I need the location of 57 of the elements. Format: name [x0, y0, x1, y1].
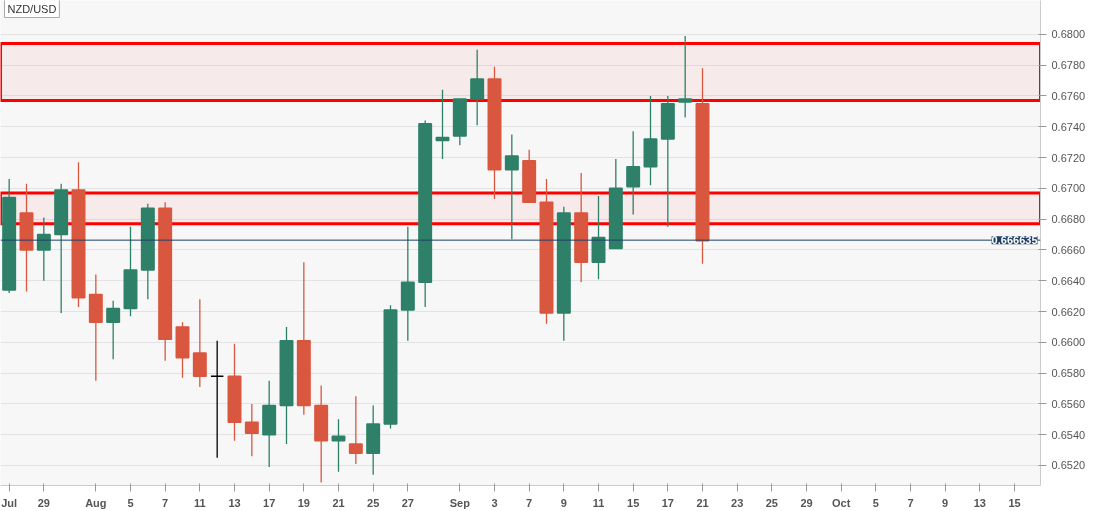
x-tick-label: 27: [401, 496, 414, 509]
candlestick: [36, 216, 51, 282]
x-tick-label: 11: [592, 496, 605, 509]
x-tick-label: 15: [1008, 496, 1021, 509]
x-tick-label: 11: [194, 496, 206, 509]
candlestick: [192, 298, 207, 388]
x-tick-label: 21: [332, 496, 345, 509]
candlestick: [106, 300, 121, 360]
y-tick-label: 0.6780: [1051, 59, 1086, 72]
chart-title: NZD/USD: [7, 2, 57, 15]
candlestick: [331, 418, 346, 473]
y-tick-label: 0.6560: [1051, 397, 1086, 410]
x-tick-label: 19: [297, 496, 310, 509]
x-tick-label: 29: [37, 496, 50, 509]
y-tick-label: 0.6620: [1051, 305, 1086, 318]
candlestick: [348, 395, 363, 465]
x-tick-label: 7: [907, 496, 914, 509]
y-tick-label: 0.6740: [1051, 120, 1086, 133]
x-tick-label: 13: [973, 496, 986, 509]
y-tick-label: 0.6800: [1051, 28, 1086, 41]
candlestick: [210, 340, 225, 459]
y-tick-label: 0.6540: [1051, 428, 1086, 441]
candlestick: [626, 130, 641, 216]
y-tick-label: 0.6680: [1051, 213, 1086, 226]
x-tick-label: 5: [127, 496, 134, 509]
x-tick-label: 21: [696, 496, 709, 509]
x-tick-label: 15: [627, 496, 640, 509]
x-tick-label: Aug: [85, 496, 107, 509]
x-tick-label: 3: [491, 496, 498, 509]
x-tick-label: Jul: [1, 496, 18, 509]
x-tick-label: Oct: [832, 496, 851, 509]
candlestick: [504, 133, 519, 240]
x-tick-label: 7: [526, 496, 533, 509]
y-tick-label: 0.6760: [1051, 89, 1086, 102]
y-tick-label: 0.6700: [1051, 182, 1086, 195]
y-tick-label: 0.6520: [1051, 459, 1086, 472]
x-tick-label: 23: [731, 496, 744, 509]
candlestick: [470, 49, 485, 126]
candlestick: [678, 35, 693, 119]
x-tick-label: 9: [560, 496, 567, 509]
x-tick-label: 9: [942, 496, 949, 509]
x-tick-label: 5: [872, 496, 879, 509]
y-tick-label: 0.6580: [1051, 367, 1086, 380]
y-tick-label: 0.6720: [1051, 151, 1086, 164]
x-tick-label: 17: [661, 496, 674, 509]
x-tick-label: 29: [800, 496, 813, 509]
x-tick-label: 25: [367, 496, 380, 509]
x-tick-label: Sep: [449, 496, 471, 509]
y-tick-label: 0.6660: [1051, 243, 1086, 256]
x-tick-label: 7: [162, 496, 169, 509]
x-tick-label: 13: [228, 496, 241, 509]
y-tick-label: 0.6600: [1051, 336, 1086, 349]
y-tick-label: 0.6640: [1051, 274, 1086, 287]
candlestick: [244, 403, 259, 457]
x-tick-label: 25: [765, 496, 778, 509]
x-tick-label: 17: [263, 496, 276, 509]
ref-line-label: 0.666635: [991, 234, 1038, 247]
